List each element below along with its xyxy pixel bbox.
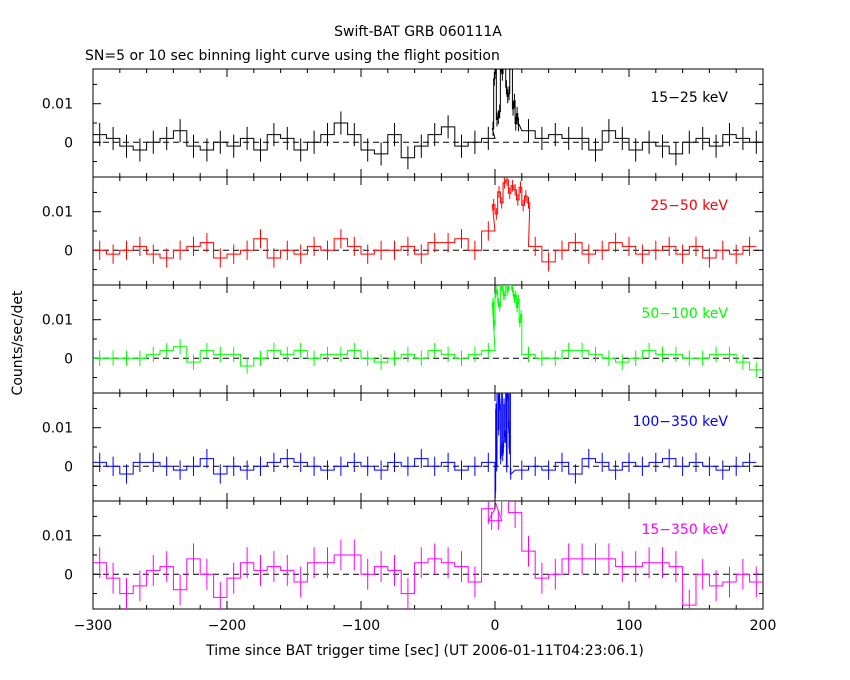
y-tick-label: 0.01	[42, 97, 73, 113]
band-label: 100−350 keV	[633, 414, 729, 430]
panel-25-50-kev: 0 0.01 25−50 keV	[42, 176, 764, 286]
panel-15-350-kev: 0 0.01 15−350 keV	[42, 500, 764, 610]
light-curve-step	[93, 393, 757, 493]
x-tick-label: 100	[616, 618, 643, 634]
x-tick-label: −200	[208, 618, 246, 634]
series-50-100-kev	[93, 285, 763, 378]
y-tick-label: 0.01	[42, 529, 73, 545]
panel-frame	[92, 392, 764, 502]
chart-title: Swift-BAT GRB 060111A	[334, 24, 502, 40]
x-tick-label: 0	[491, 618, 500, 634]
series-100-350-kev	[93, 393, 757, 498]
panel-15-25-kev: 0 0.01 15−25 keV	[42, 68, 764, 178]
y-tick-label: 0	[64, 459, 73, 475]
y-tick-label: 0.01	[42, 313, 73, 329]
light-curve-step	[93, 179, 757, 263]
y-tick-label: 0.01	[42, 421, 73, 437]
light-curve-step	[93, 501, 763, 606]
panel-frame	[92, 68, 764, 178]
y-tick-label: 0	[64, 567, 73, 583]
panel-frame	[92, 284, 764, 394]
x-tick-label: −300	[74, 618, 112, 634]
y-tick-label: 0	[64, 243, 73, 259]
band-label: 15−25 keV	[650, 90, 728, 106]
x-tick-label: −100	[342, 618, 380, 634]
light-curve-step	[93, 285, 763, 371]
y-axis-label: Counts/sec/det	[10, 290, 26, 395]
band-label: 15−350 keV	[641, 522, 728, 538]
x-axis-label: Time since BAT trigger time [sec] (UT 20…	[205, 643, 644, 659]
panel-100-350-kev: 0 0.01 100−350 keV	[42, 392, 764, 502]
y-tick-label: 0	[64, 351, 73, 367]
series-15-350-kev	[93, 501, 763, 609]
series-15-25-kev	[93, 69, 763, 170]
x-tick-label: 200	[750, 618, 777, 634]
y-tick-label: 0	[64, 135, 73, 151]
light-curve-step	[93, 69, 763, 159]
band-label: 50−100 keV	[641, 306, 728, 322]
panel-50-100-kev: 0 0.01 50−100 keV	[42, 284, 764, 394]
panel-frame	[92, 176, 764, 286]
band-label: 25−50 keV	[650, 198, 728, 214]
y-tick-label: 0.01	[42, 205, 73, 221]
series-25-50-kev	[93, 177, 757, 272]
panels-group: 0 0.01 15−25 keV 0 0.01 25−50 keV 0 0.01 50−100 …	[42, 68, 777, 634]
chart-subtitle: SN=5 or 10 sec binning light curve using…	[85, 48, 500, 64]
